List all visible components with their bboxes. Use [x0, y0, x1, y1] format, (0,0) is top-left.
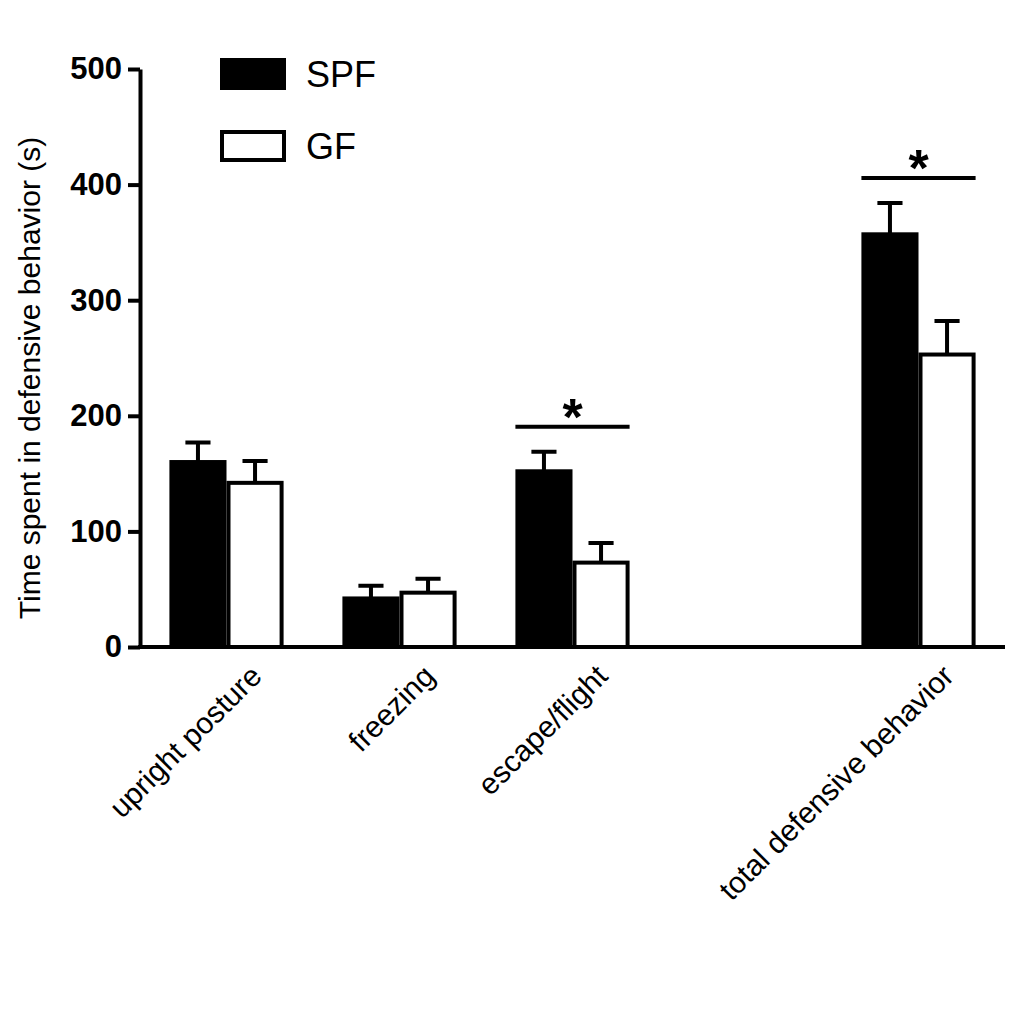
y-tick: 200 [70, 398, 140, 433]
legend: SPF GF [222, 54, 376, 167]
y-tick: 500 [70, 51, 140, 86]
bar [921, 355, 974, 647]
x-tick-label: escape/flight [471, 658, 614, 801]
legend-swatch [222, 132, 284, 160]
error-bar [934, 321, 959, 355]
y-axis-title: Time spent in defensive behavior (s) [13, 137, 46, 619]
chart: 0 100 200 300 400 500 upright posture freezing e… [0, 0, 1024, 1012]
x-tick-label: total defensive behavior [712, 659, 959, 906]
bar-series [171, 203, 916, 647]
y-tick-label: 100 [70, 514, 122, 549]
x-tick-label: freezing [342, 659, 441, 758]
y-tick: 300 [70, 283, 140, 318]
y-axis-line [139, 70, 143, 648]
error-bar [242, 461, 267, 483]
significance-marker: * [908, 139, 929, 197]
bar-series [229, 321, 974, 647]
error-bar [588, 543, 613, 563]
y-tick-label: 500 [70, 51, 122, 86]
y-tick: 100 [70, 514, 140, 549]
plot-area [171, 203, 973, 647]
error-bar [358, 586, 383, 599]
y-axis: 0 100 200 300 400 500 [70, 51, 140, 664]
bar [344, 598, 397, 647]
bar [863, 234, 916, 647]
y-tick-label: 300 [70, 283, 122, 318]
y-tick: 400 [70, 167, 140, 202]
y-tick: 0 [105, 629, 140, 664]
y-tick-mark [128, 183, 140, 187]
legend-swatch [222, 60, 284, 88]
x-axis: upright posture freezing escape/flight tota… [103, 647, 1005, 906]
x-tick: total defensive behavior [712, 659, 959, 906]
y-tick-label: 0 [105, 629, 122, 664]
annotations: ** [515, 139, 975, 446]
x-tick: freezing [342, 659, 441, 758]
y-tick-mark [128, 68, 140, 72]
bar [575, 563, 628, 647]
x-tick-label: upright posture [103, 659, 268, 824]
y-tick-mark [128, 299, 140, 303]
y-tick-mark [128, 414, 140, 418]
bar [171, 462, 224, 647]
x-tick: escape/flight [471, 658, 614, 801]
bar [229, 483, 282, 647]
y-tick-label: 200 [70, 398, 122, 433]
x-tick: upright posture [103, 659, 268, 824]
y-tick-mark [128, 530, 140, 534]
error-bar [531, 452, 556, 472]
significance-marker: * [562, 388, 583, 446]
legend-label: GF [306, 126, 356, 167]
y-tick-label: 400 [70, 167, 122, 202]
x-axis-line [138, 645, 1005, 649]
error-bar [877, 203, 902, 234]
legend-label: SPF [306, 54, 376, 95]
bar [517, 471, 570, 647]
error-bar [185, 442, 210, 462]
bar [402, 593, 455, 647]
error-bar [415, 579, 440, 593]
